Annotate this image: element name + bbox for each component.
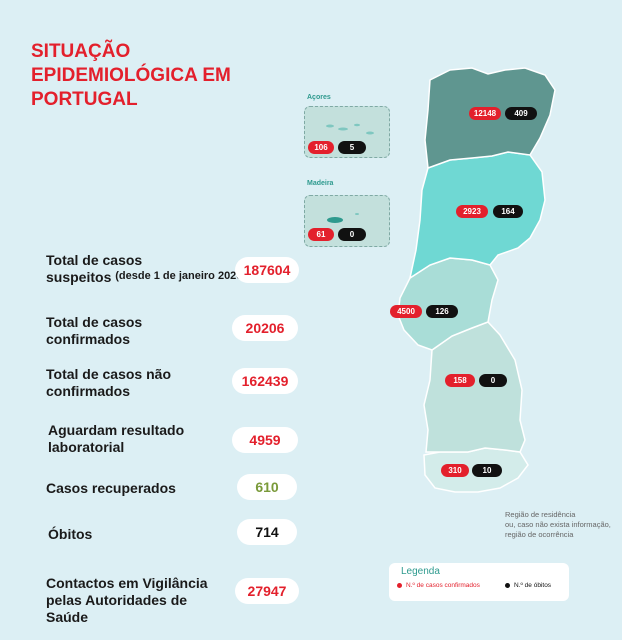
badge-norte-deaths: 409 [505,107,537,120]
stat-value-contacts: 27947 [235,578,299,604]
stat-label-deaths: Óbitos [48,526,93,542]
badge-norte-confirmed: 12148 [469,107,501,120]
black-dot-icon [505,582,510,588]
stat-value-awaiting: 4959 [232,427,298,453]
region-note: Região de residência ou, caso não exista… [505,510,611,539]
stat-label-recovered: Casos recuperados [46,480,176,496]
stat-label-contacts: Contactos em Vigilância pelas Autoridade… [46,575,208,625]
legend-title: Legenda [401,566,440,577]
stat-value-confirmed: 20206 [232,315,298,341]
title-line-1: SITUAÇÃO [31,41,131,62]
stat-value-recovered: 610 [237,474,297,500]
stat-label-awaiting: Aguardam resultado laboratorial [48,422,185,455]
stat-value-suspected: 187604 [235,257,299,283]
inset-madeira-label: Madeira [307,180,334,187]
legend-item-deaths: N.º de óbitos [505,582,551,589]
badge-alentejo-deaths: 0 [479,374,507,387]
title-line-2: EPIDEMIOLÓGICA EM [31,65,231,86]
legend: Legenda N.º de casos confirmados N.º de … [389,563,569,601]
acores-islands [326,123,374,135]
badge-algarve-deaths: 10 [472,464,502,477]
stat-label-not-confirmed: Total de casos não confirmados [46,366,171,399]
badge-madeira-confirmed: 61 [308,228,334,241]
badge-madeira-deaths: 0 [338,228,366,241]
portugal-map [397,67,556,493]
badge-alentejo-confirmed: 158 [445,374,475,387]
inset-acores-label: Açores [307,94,331,101]
stat-label-confirmed: Total de casos confirmados [46,314,143,347]
badge-lisboa-deaths: 126 [426,305,458,318]
badge-acores-deaths: 5 [338,141,366,154]
stat-value-deaths: 714 [237,519,297,545]
badge-lisboa-confirmed: 4500 [390,305,422,318]
badge-centro-deaths: 164 [493,205,523,218]
badge-acores-confirmed: 106 [308,141,334,154]
badge-centro-confirmed: 2923 [456,205,488,218]
badge-algarve-confirmed: 310 [441,464,469,477]
stat-value-not-confirmed: 162439 [232,368,298,394]
red-dot-icon [397,582,402,588]
page-title: SITUAÇÃO EPIDEMIOLÓGICA EM PORTUGAL [31,40,281,112]
stat-label-suspected: Total de casos suspeitos (desde 1 de jan… [46,252,247,285]
title-line-3: PORTUGAL [31,89,138,110]
madeira-islands [327,213,359,223]
legend-item-confirmed: N.º de casos confirmados [397,582,480,589]
